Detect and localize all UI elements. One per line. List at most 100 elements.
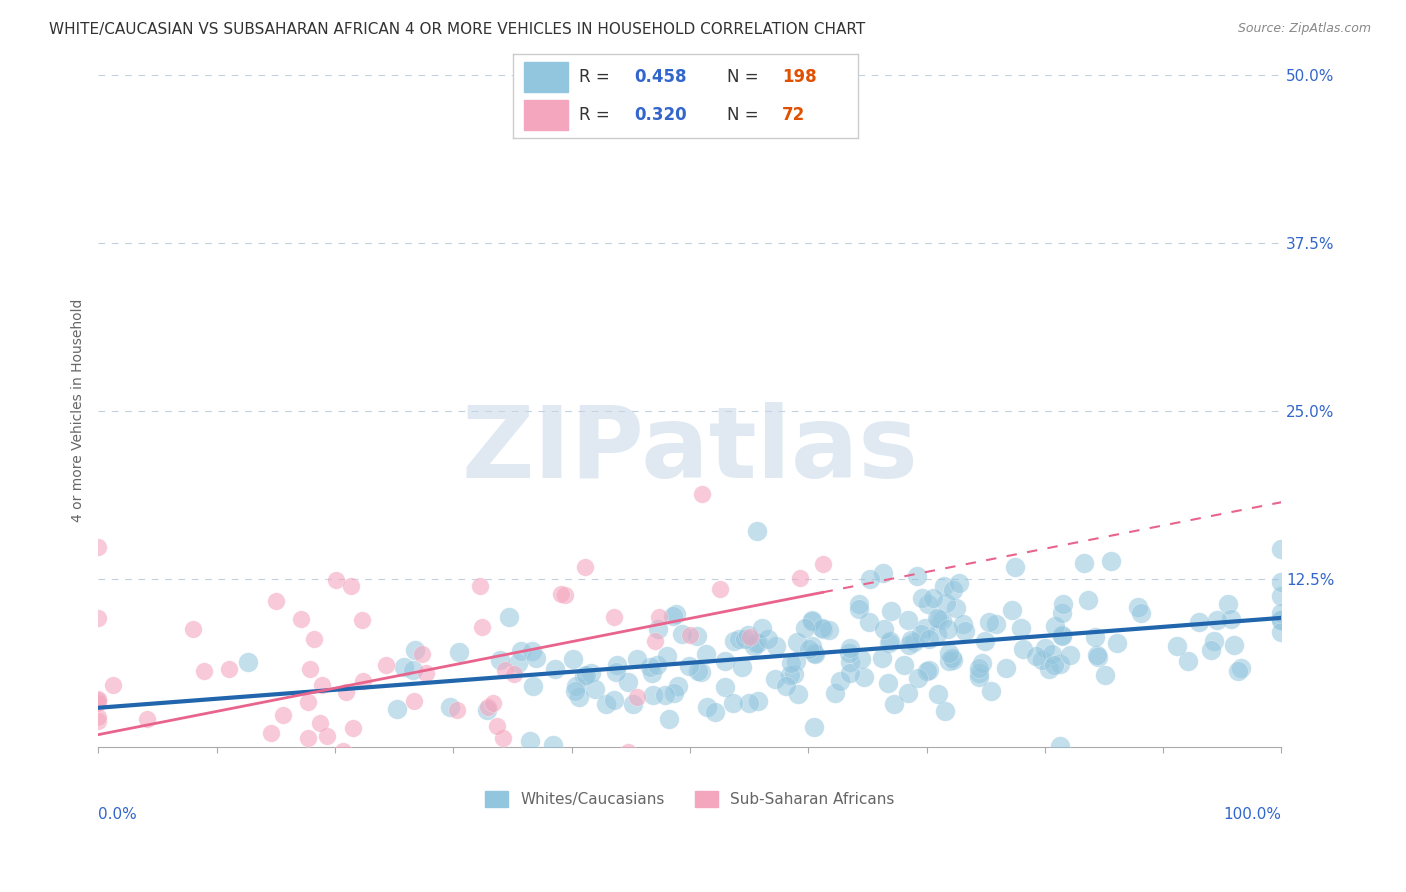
Point [352, 613, 374, 627]
Point [690, 487, 713, 501]
Point [678, 658, 700, 673]
Text: N =: N = [727, 106, 763, 124]
Point [1270, 606, 1292, 620]
Text: 100.0%: 100.0% [1223, 807, 1281, 822]
Text: 72: 72 [782, 106, 806, 124]
Point [519, 734, 541, 748]
Point [737, 696, 759, 710]
Point [907, 671, 929, 685]
Point [849, 652, 872, 666]
Point [911, 591, 934, 605]
Point [1049, 739, 1071, 753]
Point [723, 633, 745, 648]
Point [921, 591, 943, 605]
Point [574, 669, 596, 683]
Point [928, 612, 950, 626]
Point [779, 667, 801, 681]
Point [918, 663, 941, 677]
Point [236, 655, 259, 669]
Text: WHITE/CAUCASIAN VS SUBSAHARAN AFRICAN 4 OR MORE VEHICLES IN HOUSEHOLD CORRELATIO: WHITE/CAUCASIAN VS SUBSAHARAN AFRICAN 4 … [49, 22, 866, 37]
Point [404, 642, 426, 657]
Point [853, 670, 876, 684]
Bar [523, 62, 568, 92]
Point [101, 677, 124, 691]
Point [96, 777, 118, 791]
Legend: Whites/Caucasians, Sub-Saharan Africans: Whites/Caucasians, Sub-Saharan Africans [479, 785, 901, 813]
Point [1077, 592, 1099, 607]
Point [1206, 613, 1229, 627]
Point [804, 647, 827, 661]
Point [446, 703, 468, 717]
Point [948, 576, 970, 591]
Point [1042, 657, 1064, 672]
Point [1084, 631, 1107, 645]
Point [870, 651, 893, 665]
Point [402, 663, 425, 677]
Point [879, 633, 901, 648]
Point [973, 633, 995, 648]
Point [471, 620, 494, 634]
Point [524, 651, 547, 665]
Point [644, 634, 666, 648]
Point [486, 719, 509, 733]
Point [492, 731, 515, 746]
Point [87, 540, 110, 554]
Point [910, 626, 932, 640]
Point [645, 658, 668, 673]
Point [942, 653, 965, 667]
Point [402, 694, 425, 708]
Point [316, 729, 339, 743]
Point [1050, 628, 1073, 642]
Point [883, 697, 905, 711]
Point [136, 712, 159, 726]
Point [443, 755, 465, 769]
Text: Source: ZipAtlas.com: Source: ZipAtlas.com [1237, 22, 1371, 36]
Point [1001, 602, 1024, 616]
Point [1199, 643, 1222, 657]
Point [765, 639, 787, 653]
Point [193, 664, 215, 678]
Point [87, 776, 110, 790]
Point [617, 745, 640, 759]
Point [1226, 664, 1249, 678]
Point [747, 524, 769, 538]
Point [392, 660, 415, 674]
Point [1059, 648, 1081, 662]
Point [952, 616, 974, 631]
Point [734, 632, 756, 647]
Point [969, 670, 991, 684]
Point [763, 672, 786, 686]
Point [803, 721, 825, 735]
Point [858, 615, 880, 629]
Point [522, 644, 544, 658]
Point [1085, 648, 1108, 662]
Point [839, 641, 862, 656]
Point [893, 657, 915, 672]
Point [498, 610, 520, 624]
Point [297, 695, 319, 709]
Point [87, 710, 110, 724]
Text: R =: R = [579, 106, 614, 124]
Point [723, 697, 745, 711]
Text: ZIPatlas: ZIPatlas [461, 402, 918, 500]
Point [638, 659, 661, 673]
Point [818, 623, 841, 637]
Point [554, 588, 576, 602]
Point [1204, 633, 1226, 648]
Point [977, 615, 1000, 630]
Text: 198: 198 [782, 69, 817, 87]
Point [775, 679, 797, 693]
Point [574, 559, 596, 574]
Point [665, 607, 688, 621]
Point [567, 690, 589, 704]
Point [342, 721, 364, 735]
Point [1270, 589, 1292, 603]
Point [1043, 619, 1066, 633]
Point [838, 666, 860, 681]
Point [648, 610, 671, 624]
Point [522, 680, 544, 694]
Point [859, 572, 882, 586]
Point [449, 645, 471, 659]
Point [1270, 613, 1292, 627]
Point [90, 772, 112, 786]
